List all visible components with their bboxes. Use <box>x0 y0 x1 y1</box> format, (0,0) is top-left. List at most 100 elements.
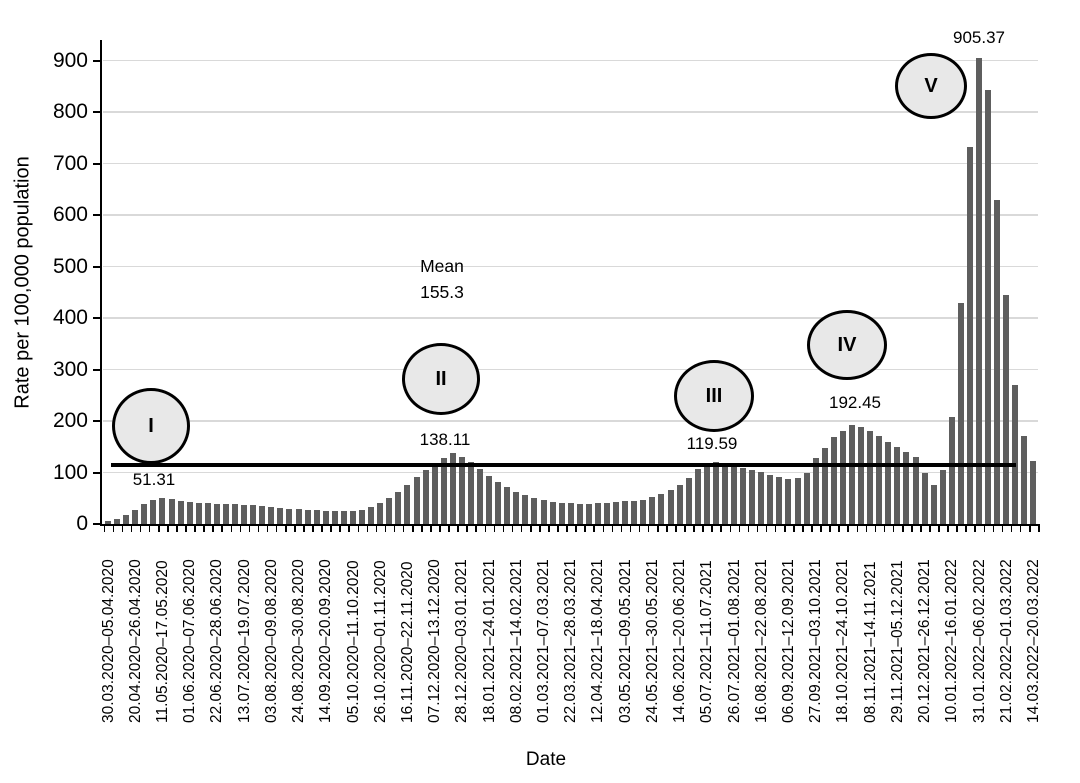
bar <box>594 503 601 524</box>
bar <box>794 478 801 524</box>
x-axis-tick <box>947 526 949 532</box>
bar <box>241 504 248 524</box>
x-axis-tick <box>266 526 269 532</box>
y-tick-label: 700 <box>52 151 88 175</box>
x-axis-tick <box>638 526 641 532</box>
bar <box>431 463 438 524</box>
bar <box>295 509 302 524</box>
x-tick-label: 27.09.2021–03.10.2021 <box>807 559 825 723</box>
peak-value-label: 119.59 <box>686 434 738 453</box>
x-axis-tick <box>112 526 115 532</box>
bar <box>422 469 429 524</box>
bar <box>712 462 719 524</box>
x-axis-tick <box>693 526 695 532</box>
x-axis-tick <box>1038 526 1040 532</box>
grid-line <box>103 162 1038 165</box>
peak-value-label: 192.45 <box>829 393 881 412</box>
x-axis-tick <box>666 526 668 532</box>
x-axis-tick <box>602 526 605 532</box>
mean-label-line: 155.3 <box>420 282 464 302</box>
x-tick-label: 18.10.2021–24.10.2021 <box>834 559 852 723</box>
x-axis-tick <box>566 526 568 532</box>
x-axis-tick <box>548 526 550 532</box>
x-axis-tick <box>529 526 532 532</box>
bar <box>912 456 919 524</box>
grid-line <box>103 317 1038 319</box>
x-axis-tick <box>874 526 877 532</box>
x-tick-label: 08.02.2021–14.02.2021 <box>507 559 525 723</box>
bar <box>513 491 520 524</box>
x-tick-label: 22.03.2021–28.03.2021 <box>562 559 580 723</box>
x-axis-tick <box>348 526 351 532</box>
x-axis-tick <box>421 526 423 532</box>
x-tick-label: 21.02.2022–01.03.2022 <box>997 559 1015 723</box>
x-axis-tick <box>176 526 178 532</box>
y-tick-label: 900 <box>52 48 88 72</box>
x-axis-tick <box>475 526 478 532</box>
bar <box>567 503 574 524</box>
bar <box>141 504 148 524</box>
bar <box>1012 384 1019 524</box>
x-tick-label: 28.12.2020–03.01.2021 <box>453 559 471 723</box>
grid-line <box>103 265 1038 268</box>
bar <box>177 501 184 524</box>
x-axis-tick <box>811 526 813 532</box>
bar <box>785 479 792 524</box>
bar <box>676 484 683 524</box>
x-tick-label: 14.03.2022–20.03.2022 <box>1024 559 1042 723</box>
bar <box>486 476 493 524</box>
bar <box>531 498 538 524</box>
y-tick-label: 500 <box>52 254 88 278</box>
x-tick-label: 03.08.2020–09.08.2020 <box>262 559 280 723</box>
x-tick-label: 14.09.2020–20.09.2020 <box>317 559 335 723</box>
x-axis-tick <box>820 526 822 532</box>
bar <box>522 495 529 524</box>
x-axis-tick <box>983 526 986 532</box>
x-axis-tick <box>194 526 196 532</box>
bar <box>930 484 937 524</box>
x-axis-tick <box>448 526 450 532</box>
x-tick-label: 14.06.2021–20.06.2021 <box>671 559 689 723</box>
x-tick-label: 16.08.2021–22.08.2021 <box>752 559 770 723</box>
bar <box>340 511 347 524</box>
bar <box>404 484 411 524</box>
x-axis-tick <box>457 526 459 532</box>
bar <box>740 468 747 524</box>
bar <box>558 502 565 524</box>
bar <box>449 452 456 524</box>
y-axis-tick <box>93 420 100 422</box>
x-axis-tick <box>284 526 287 532</box>
x-axis-tick <box>702 526 704 532</box>
bar <box>631 500 638 524</box>
x-axis-tick <box>185 526 187 532</box>
bar <box>495 482 502 524</box>
bar <box>313 510 320 524</box>
x-axis-tick <box>203 526 205 532</box>
x-axis-line <box>100 524 1040 527</box>
x-tick-label: 30.03.2020–05.04.2020 <box>99 559 117 723</box>
bar <box>1003 294 1010 524</box>
x-axis-tick <box>148 526 151 532</box>
bar <box>386 498 393 524</box>
x-axis-tick <box>103 526 106 532</box>
x-axis-tick <box>520 526 523 532</box>
wave-circle-v: V <box>895 53 967 119</box>
bar <box>894 446 901 524</box>
x-axis-tick <box>312 526 314 532</box>
bar <box>731 466 738 524</box>
x-tick-label: 29.11.2021–05.12.2021 <box>888 560 906 723</box>
bar <box>867 431 874 524</box>
x-axis-tick <box>557 526 559 532</box>
x-axis-tick <box>883 526 886 532</box>
bar <box>549 501 556 524</box>
x-tick-label: 01.03.2021–07.03.2021 <box>535 559 553 723</box>
bar <box>849 424 855 524</box>
bar <box>114 518 121 524</box>
bar <box>685 477 692 524</box>
x-axis-tick <box>157 526 160 532</box>
y-axis-tick <box>93 59 100 62</box>
x-axis-tick <box>239 526 242 532</box>
bar <box>232 504 239 524</box>
bar <box>359 509 366 524</box>
x-axis-tick <box>783 526 786 532</box>
